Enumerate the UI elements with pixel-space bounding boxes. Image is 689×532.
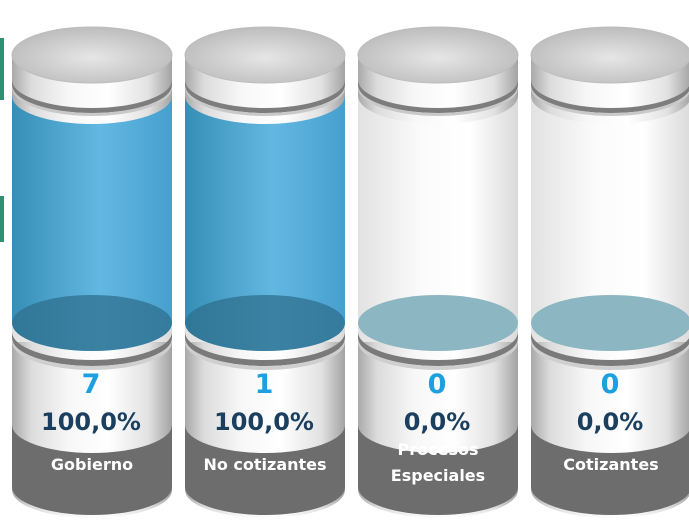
liquid-surface-empty bbox=[531, 295, 689, 351]
percent-label: 0,0% bbox=[404, 408, 471, 436]
bar-fill bbox=[185, 96, 345, 351]
percent-label: 0,0% bbox=[577, 408, 644, 436]
cylinder-gobierno: 7 100,0% Gobierno bbox=[11, 26, 173, 518]
upper-ring-dark bbox=[185, 80, 345, 113]
left-accent-bar-top bbox=[0, 38, 4, 100]
count-label: 1 bbox=[255, 369, 274, 400]
liquid-surface bbox=[185, 295, 345, 351]
cylinder-top-cap bbox=[11, 26, 173, 84]
category-label: Especiales bbox=[391, 466, 485, 485]
percent-label: 100,0% bbox=[41, 408, 141, 436]
category-label: Gobierno bbox=[51, 455, 133, 474]
count-label: 0 bbox=[601, 369, 620, 400]
cylinder-no-cotizantes: 1 100,0% No cotizantes bbox=[184, 26, 346, 518]
label-band bbox=[12, 425, 172, 515]
label-band bbox=[185, 425, 345, 515]
lower-ring-dark bbox=[12, 332, 172, 366]
cylinder-top-cap bbox=[357, 26, 519, 84]
count-label: 7 bbox=[82, 369, 101, 400]
bar-fill bbox=[12, 96, 172, 351]
liquid-surface-empty bbox=[358, 295, 518, 351]
cylinder-cotizantes: 0 0,0% Cotizantes bbox=[530, 26, 689, 518]
cylinder-procesos-especiales: 0 0,0% Procesos Especiales bbox=[357, 26, 519, 518]
count-label: 0 bbox=[428, 369, 447, 400]
category-label: Cotizantes bbox=[563, 455, 658, 474]
label-band bbox=[358, 425, 518, 515]
lower-ring-dark bbox=[358, 332, 518, 366]
lower-ring-dark bbox=[531, 332, 689, 366]
upper-ring-dark bbox=[358, 80, 518, 113]
cylinder-top-cap bbox=[184, 26, 346, 84]
left-accent-bar-bottom bbox=[0, 196, 4, 242]
label-band bbox=[531, 425, 689, 515]
category-label: Procesos bbox=[398, 440, 479, 459]
cylinder-top-cap bbox=[530, 26, 689, 84]
upper-ring-dark bbox=[12, 80, 172, 113]
percent-label: 100,0% bbox=[214, 408, 314, 436]
upper-ring-dark bbox=[531, 80, 689, 113]
liquid-surface bbox=[12, 295, 172, 351]
lower-ring-dark bbox=[185, 332, 345, 366]
category-label: No cotizantes bbox=[203, 455, 326, 474]
